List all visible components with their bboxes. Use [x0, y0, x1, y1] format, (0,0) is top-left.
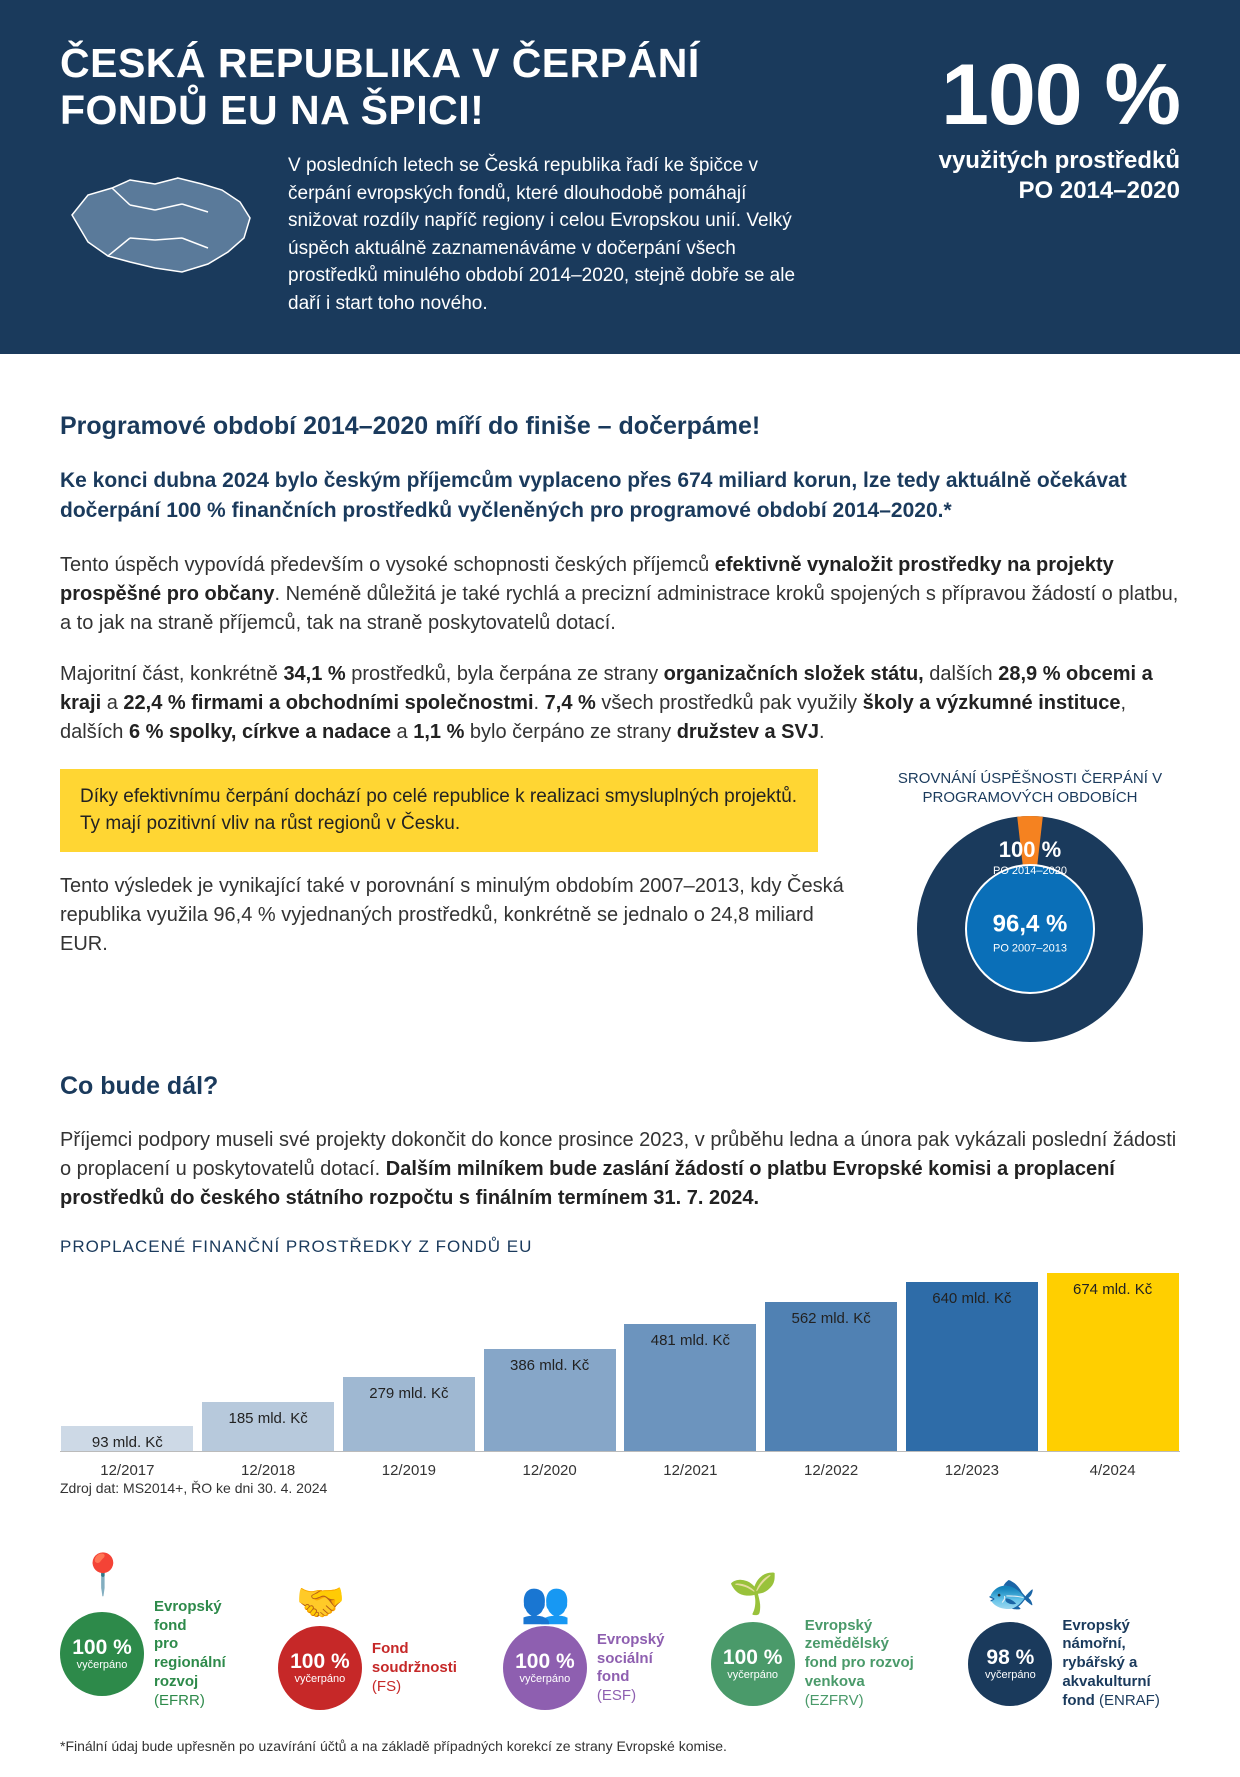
fund-item: 🤝100 %vyčerpánoFondsoudržnosti(FS)	[278, 1626, 457, 1710]
section-heading-1: Programové období 2014–2020 míří do fini…	[60, 408, 1180, 444]
bar-value-label: 185 mld. Kč	[202, 1408, 334, 1430]
mid-row: Díky efektivnímu čerpání dochází po celé…	[60, 769, 1180, 1044]
hero-left: ČESKÁ REPUBLIKA V ČERPÁNÍ FONDŮ EU NA ŠP…	[60, 40, 820, 318]
fund-icon: 📍	[78, 1546, 128, 1604]
bar-col: 562 mld. Kč	[764, 1272, 899, 1451]
bar-value-label: 93 mld. Kč	[61, 1432, 193, 1454]
bar-x-label: 12/2022	[764, 1460, 899, 1482]
donut-chart: 100 % PO 2014–2020 96,4 % PO 2007–2013	[915, 814, 1145, 1044]
bar-x-label: 12/2019	[342, 1460, 477, 1482]
stat-sub-line1: využitých prostředků	[939, 147, 1180, 174]
fund-icon: 🐟	[986, 1565, 1036, 1623]
bar-col: 185 mld. Kč	[201, 1272, 336, 1451]
fund-item: 🐟98 %vyčerpánoEvropský námořní,rybářský …	[968, 1617, 1180, 1711]
bar-value-label: 562 mld. Kč	[765, 1308, 897, 1330]
donut-inner-sub: PO 2007–2013	[993, 942, 1068, 958]
paragraph-3: Tento výsledek je vynikající také v poro…	[60, 872, 850, 959]
hero-title: ČESKÁ REPUBLIKA V ČERPÁNÍ FONDŮ EU NA ŠP…	[60, 40, 820, 134]
stat-100-pct: 100 %	[850, 52, 1180, 138]
fund-badge: 98 %vyčerpáno	[968, 1622, 1052, 1706]
donut-outer-sub: PO 2014–2020	[915, 864, 1145, 880]
bar-x-label: 12/2017	[60, 1460, 195, 1482]
donut-panel: SROVNÁNÍ ÚSPĚŠNOSTI ČERPÁNÍ V PROGRAMOVÝ…	[880, 769, 1180, 1044]
fund-badge: 100 %vyčerpáno	[503, 1626, 587, 1710]
hero-banner: ČESKÁ REPUBLIKA V ČERPÁNÍ FONDŮ EU NA ŠP…	[0, 0, 1240, 354]
bar-col: 674 mld. Kč	[1045, 1272, 1180, 1451]
bar-col: 640 mld. Kč	[905, 1272, 1040, 1451]
donut-inner-label: 96,4 % PO 2007–2013	[993, 907, 1068, 958]
bar: 674 mld. Kč	[1047, 1273, 1179, 1451]
lead-paragraph: Ke konci dubna 2024 bylo českým příjemců…	[60, 466, 1180, 527]
bar: 93 mld. Kč	[61, 1426, 193, 1451]
fund-label: Fondsoudržnosti(FS)	[372, 1640, 457, 1696]
paragraph-2: Majoritní část, konkrétně 34,1 % prostře…	[60, 660, 1180, 747]
donut-outer-label: 100 % PO 2014–2020	[915, 834, 1145, 880]
bar-value-label: 279 mld. Kč	[343, 1383, 475, 1405]
bar-value-label: 386 mld. Kč	[484, 1355, 616, 1377]
fund-label: Evropský námořní,rybářský a akvakulturní…	[1062, 1617, 1180, 1711]
fund-item: 📍100 %vyčerpánoEvropský fondpro regionál…	[60, 1598, 232, 1711]
donut-title: SROVNÁNÍ ÚSPĚŠNOSTI ČERPÁNÍ V PROGRAMOVÝ…	[880, 769, 1180, 808]
bar-value-label: 674 mld. Kč	[1047, 1279, 1179, 1301]
bar-col: 481 mld. Kč	[623, 1272, 758, 1451]
bar-value-label: 481 mld. Kč	[624, 1330, 756, 1352]
fund-icon: 🌱	[729, 1565, 779, 1623]
fund-label: Evropskýsociální fond(ESF)	[597, 1631, 665, 1706]
yellow-callout: Díky efektivnímu čerpání dochází po celé…	[60, 769, 818, 852]
fund-badge: 100 %vyčerpáno	[278, 1626, 362, 1710]
fund-label: Evropský zemědělskýfond pro rozvojvenkov…	[805, 1617, 923, 1711]
bar-col: 386 mld. Kč	[482, 1272, 617, 1451]
fund-item: 🌱100 %vyčerpánoEvropský zemědělskýfond p…	[711, 1617, 923, 1711]
fund-item: 👥100 %vyčerpánoEvropskýsociální fond(ESF…	[503, 1626, 665, 1710]
fund-label: Evropský fondpro regionálnírozvoj (EFRR)	[154, 1598, 232, 1711]
hero-stat: 100 % využitých prostředků PO 2014–2020	[850, 40, 1180, 206]
bar-chart: 93 mld. Kč 185 mld. Kč 279 mld. Kč 386 mld.…	[60, 1272, 1180, 1472]
bar-x-label: 12/2018	[201, 1460, 336, 1482]
bar: 279 mld. Kč	[343, 1377, 475, 1451]
donut-outer-pct: 100 %	[999, 837, 1061, 862]
bar-x-label: 12/2020	[482, 1460, 617, 1482]
bar-x-label: 12/2021	[623, 1460, 758, 1482]
bar: 481 mld. Kč	[624, 1324, 756, 1451]
fund-badge: 100 %vyčerpáno	[60, 1612, 144, 1696]
czech-map-icon	[60, 160, 260, 317]
donut-inner-pct: 96,4 %	[993, 907, 1068, 942]
section-heading-2: Co bude dál?	[60, 1068, 1180, 1104]
stat-sub-line2: PO 2014–2020	[1019, 177, 1180, 204]
bar: 640 mld. Kč	[906, 1282, 1038, 1451]
content-body: Programové období 2014–2020 míří do fini…	[0, 354, 1240, 1777]
bar: 562 mld. Kč	[765, 1302, 897, 1450]
fund-badge: 100 %vyčerpáno	[711, 1622, 795, 1706]
bar-chart-title: PROPLACENÉ FINANČNÍ PROSTŘEDKY Z FONDŮ E…	[60, 1235, 1180, 1260]
bar-value-label: 640 mld. Kč	[906, 1288, 1038, 1310]
bar: 185 mld. Kč	[202, 1402, 334, 1451]
bar: 386 mld. Kč	[484, 1349, 616, 1451]
bar-x-label: 12/2023	[905, 1460, 1040, 1482]
bar-col: 93 mld. Kč	[60, 1272, 195, 1451]
stat-sub: využitých prostředků PO 2014–2020	[850, 146, 1180, 206]
funds-row: 📍100 %vyčerpánoEvropský fondpro regionál…	[60, 1518, 1180, 1711]
paragraph-4: Příjemci podpory museli své projekty dok…	[60, 1126, 1180, 1213]
hero-paragraph: V posledních letech se Česká republika ř…	[288, 152, 820, 317]
paragraph-1: Tento úspěch vypovídá především o vysoké…	[60, 551, 1180, 638]
fund-icon: 👥	[521, 1574, 571, 1632]
bar-x-label: 4/2024	[1045, 1460, 1180, 1482]
fund-icon: 🤝	[296, 1574, 346, 1632]
bar-col: 279 mld. Kč	[342, 1272, 477, 1451]
